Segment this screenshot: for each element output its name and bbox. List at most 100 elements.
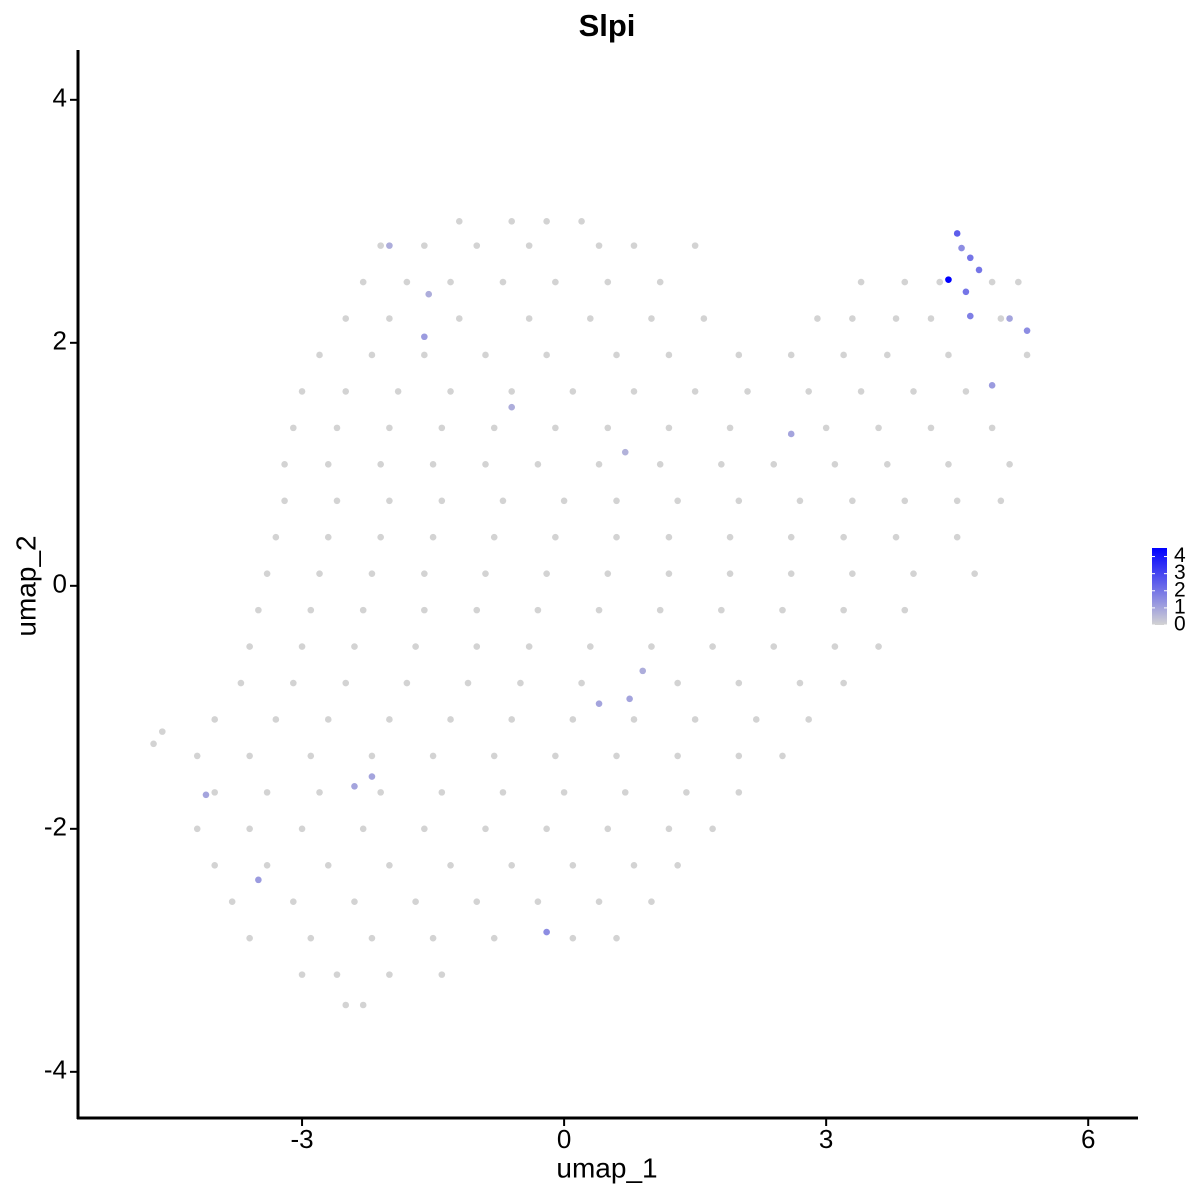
- cell-point: [525, 643, 533, 650]
- colorbar-label: 0: [1174, 613, 1186, 636]
- cell-point: [351, 783, 358, 790]
- cell-point: [849, 570, 856, 577]
- cell-point: [324, 533, 332, 541]
- cell-point: [770, 461, 778, 468]
- cell-point: [342, 679, 350, 687]
- cell-point: [368, 773, 376, 780]
- cell-point: [290, 898, 297, 906]
- cell-point: [290, 424, 297, 432]
- cell-point: [263, 861, 271, 869]
- cell-point: [648, 898, 655, 906]
- cell-point: [272, 533, 280, 541]
- cell-point: [508, 716, 515, 723]
- cell-point: [779, 606, 786, 614]
- cell-point: [569, 716, 577, 723]
- cell-point: [394, 388, 402, 395]
- cell-point: [377, 789, 384, 796]
- cell-point: [857, 388, 865, 395]
- cell-point: [429, 752, 437, 760]
- cell-point: [726, 424, 734, 432]
- cell-point: [412, 898, 419, 906]
- x-tick-label: 6: [1081, 1124, 1095, 1154]
- cell-point: [822, 424, 830, 432]
- cell-point: [613, 934, 620, 942]
- cell-point: [324, 861, 332, 869]
- cell-point: [665, 351, 673, 359]
- colorbar-label: 3: [1174, 561, 1186, 584]
- cell-point: [255, 606, 262, 614]
- cell-point: [988, 424, 996, 432]
- cell-point: [665, 424, 673, 432]
- cell-point: [150, 740, 157, 748]
- cell-point: [464, 679, 472, 687]
- cell-point: [683, 789, 690, 796]
- cell-point: [945, 276, 952, 283]
- cell-point: [429, 533, 437, 541]
- cell-point: [359, 825, 367, 833]
- cell-point: [447, 278, 454, 286]
- cell-point: [560, 789, 568, 796]
- cell-point: [595, 242, 603, 249]
- cell-point: [726, 570, 734, 577]
- cell-point: [578, 679, 585, 687]
- cell-point: [569, 388, 577, 395]
- cell-point: [429, 934, 437, 942]
- colorbar: [1152, 548, 1167, 625]
- cell-point: [718, 606, 725, 614]
- cell-point: [552, 424, 559, 432]
- cell-point: [298, 643, 306, 650]
- cell-point: [377, 461, 384, 468]
- cell-point: [202, 791, 210, 799]
- cell-point: [604, 570, 612, 577]
- cell-point: [342, 315, 350, 322]
- cell-point: [425, 290, 433, 298]
- cell-point: [735, 789, 743, 796]
- cell-point: [630, 716, 638, 723]
- cell-point: [473, 606, 481, 614]
- cell-point: [421, 333, 428, 341]
- cell-point: [421, 242, 428, 249]
- cell-point: [966, 312, 974, 320]
- cell-point: [508, 403, 515, 411]
- cell-point: [447, 716, 454, 723]
- cell-point: [927, 315, 935, 322]
- cell-point: [438, 789, 446, 796]
- cell-point: [709, 643, 716, 650]
- cell-point: [438, 424, 446, 432]
- cell-point: [543, 570, 550, 577]
- cell-point: [386, 424, 393, 432]
- cell-point: [665, 533, 673, 541]
- cell-point: [499, 497, 507, 505]
- cell-point: [368, 351, 376, 359]
- cell-point: [805, 388, 812, 395]
- cell-point: [359, 278, 367, 286]
- cell-point: [700, 315, 708, 322]
- cell-point: [552, 752, 559, 760]
- cell-point: [482, 570, 489, 577]
- cell-point: [796, 497, 804, 505]
- cell-point: [193, 825, 201, 833]
- cell-point: [272, 716, 280, 723]
- cell-point: [779, 752, 786, 760]
- cell-point: [246, 643, 253, 650]
- cell-point: [447, 388, 454, 395]
- cell-point: [421, 825, 428, 833]
- cell-point: [263, 570, 271, 577]
- cell-point: [333, 424, 341, 432]
- cell-point: [333, 497, 341, 505]
- cell-point: [975, 266, 983, 274]
- cell-point: [1023, 351, 1031, 359]
- cell-point: [368, 752, 376, 760]
- cell-point: [726, 533, 734, 541]
- cell-point: [752, 716, 760, 723]
- cell-point: [953, 533, 961, 541]
- y-tick-label: -2: [44, 812, 67, 842]
- cell-point: [626, 695, 633, 703]
- cell-point: [455, 315, 463, 322]
- y-tick-label: -4: [44, 1055, 67, 1085]
- cell-point: [595, 700, 603, 707]
- cell-point: [691, 242, 699, 249]
- cell-point: [351, 643, 358, 650]
- cell-point: [438, 497, 446, 505]
